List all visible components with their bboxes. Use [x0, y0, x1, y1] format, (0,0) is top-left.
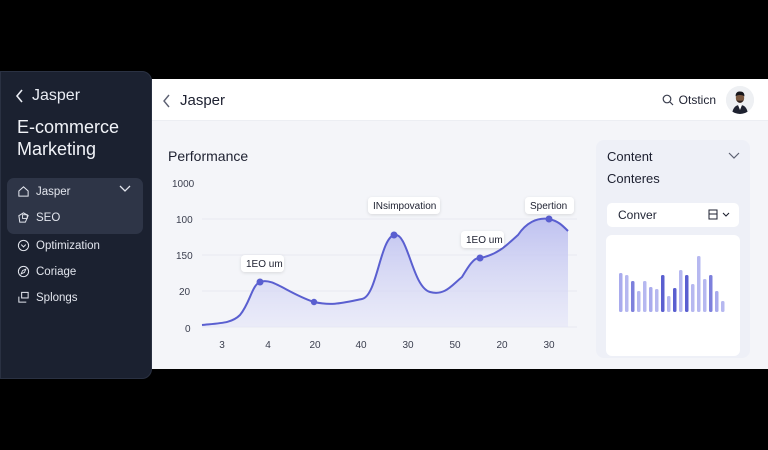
sidebar-group-jasper	[7, 178, 143, 234]
callouts: 1EO um INsimpovation 1EO um Spertion	[241, 197, 574, 272]
svg-text:0: 0	[185, 324, 191, 335]
svg-text:Spertion: Spertion	[530, 201, 567, 212]
conver-dropdown[interactable]: Conver	[607, 203, 739, 227]
search-icon	[662, 94, 674, 106]
sidebar-item-splongs[interactable]: Splongs	[17, 291, 78, 304]
chevron-left-icon	[15, 89, 23, 103]
clock-chevron-icon	[17, 239, 30, 252]
home-icon	[18, 186, 29, 197]
svg-text:30: 30	[543, 340, 555, 351]
sidebar-item-label: SEO	[36, 211, 61, 224]
content-subheading: Conteres	[607, 171, 660, 186]
svg-text:20: 20	[309, 340, 321, 351]
svg-text:INsimpovation: INsimpovation	[373, 201, 436, 212]
chevron-down-icon[interactable]	[728, 152, 740, 160]
performance-title: Performance	[168, 148, 249, 164]
svg-text:20: 20	[179, 287, 191, 298]
svg-text:40: 40	[355, 340, 367, 351]
content-panel: Content Conteres Conver	[596, 140, 750, 358]
chevron-down-icon	[722, 212, 730, 217]
sidebar-item-optimization[interactable]: Optimization	[17, 239, 100, 252]
svg-text:50: 50	[449, 340, 461, 351]
sidebar-item-label: Jasper	[36, 185, 71, 198]
compass-icon	[17, 265, 30, 278]
sidebar-item-coriage[interactable]: Coriage	[17, 265, 76, 278]
data-points	[256, 215, 553, 306]
avatar[interactable]	[726, 86, 754, 114]
svg-text:1EO um: 1EO um	[246, 259, 283, 270]
sidebar-item-label: Coriage	[36, 265, 77, 278]
svg-text:1EO um: 1EO um	[466, 235, 503, 246]
y-axis-ticks: 1000 100 150 20 0	[172, 179, 195, 335]
chevron-down-icon[interactable]	[119, 185, 131, 193]
back-button[interactable]: Jasper	[162, 92, 225, 109]
search-button[interactable]: Otsticn	[662, 93, 716, 107]
svg-text:30: 30	[402, 340, 414, 351]
user-avatar-icon	[726, 86, 754, 114]
main-panel: Jasper Otsticn Performance	[152, 79, 768, 369]
sidebar-item-label: Optimization	[36, 239, 100, 252]
area-fill	[202, 218, 568, 327]
sidebar-back-label: Jasper	[32, 87, 81, 104]
svg-text:4: 4	[265, 340, 271, 351]
svg-text:100: 100	[176, 215, 193, 226]
top-bar-title: Jasper	[180, 92, 226, 109]
chevron-left-icon	[163, 94, 170, 107]
search-label: Otsticn	[678, 93, 716, 107]
sidebar-title: E-commerce Marketing	[17, 117, 120, 159]
bars	[619, 256, 725, 312]
bar-chart	[619, 256, 725, 312]
sidebar-back-button[interactable]: Jasper	[15, 87, 80, 105]
svg-text:1000: 1000	[172, 179, 195, 190]
screen-stack-icon	[18, 291, 29, 303]
sidebar-item-label: Splongs	[36, 291, 78, 304]
mini-bar-chart	[606, 235, 740, 356]
svg-text:150: 150	[176, 251, 193, 262]
seo-icon	[18, 212, 29, 223]
content-heading: Content	[607, 149, 653, 164]
top-bar: Jasper Otsticn	[152, 79, 768, 121]
sidebar-item-seo[interactable]: SEO	[17, 211, 60, 224]
x-axis-ticks: 3 4 20 40 30 50 20 30	[219, 340, 555, 351]
bookmark-icon	[708, 209, 718, 220]
sidebar: Jasper E-commerce Marketing Jasper SEO O…	[0, 71, 152, 379]
sidebar-item-jasper[interactable]: Jasper	[17, 185, 71, 198]
svg-text:20: 20	[496, 340, 508, 351]
performance-chart: 1000 100 150 20 0 1EO um IN	[172, 179, 577, 351]
dropdown-value: Conver	[618, 208, 657, 222]
svg-text:3: 3	[219, 340, 225, 351]
